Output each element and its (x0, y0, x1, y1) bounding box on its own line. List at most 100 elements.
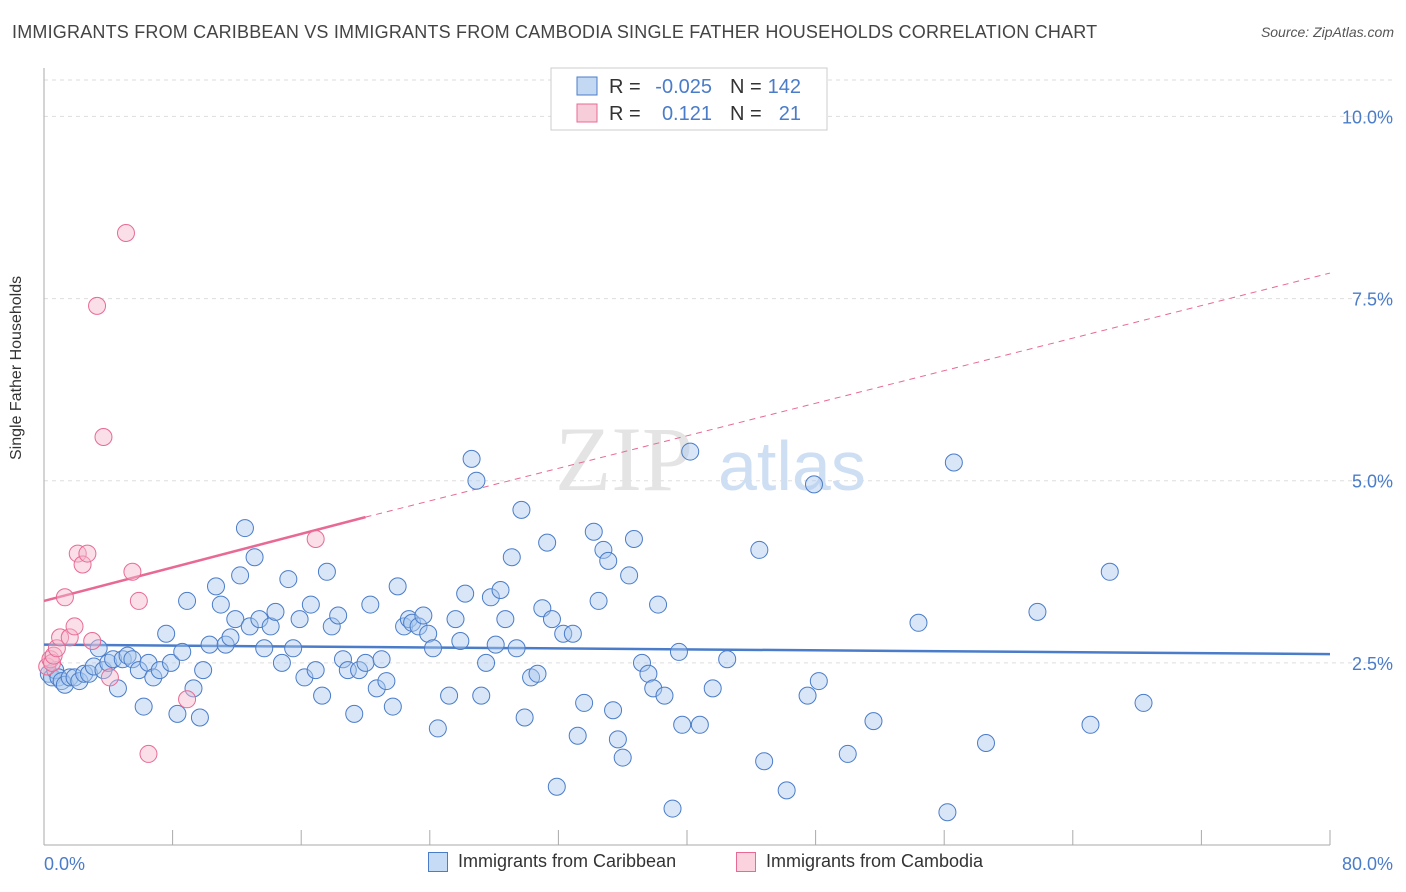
data-point-caribbean (477, 653, 496, 672)
data-point-cambodia (116, 224, 135, 242)
data-point-cambodia (51, 628, 70, 647)
data-point-caribbean (184, 679, 203, 698)
data-point-caribbean (515, 708, 534, 727)
data-point-caribbean (333, 650, 352, 669)
data-point-caribbean (481, 588, 500, 607)
data-point-caribbean (428, 719, 447, 738)
data-point-caribbean (383, 697, 402, 716)
legend-label-caribbean: Immigrants from Caribbean (458, 851, 677, 871)
legend-item-caribbean[interactable]: Immigrants from Caribbean (428, 851, 676, 872)
legend-r-value: 0.121 (662, 103, 712, 125)
data-point-caribbean (399, 610, 418, 629)
data-point-caribbean (1028, 602, 1047, 621)
data-point-caribbean (681, 442, 700, 461)
legend-n-label: N = (730, 103, 762, 125)
data-point-caribbean (409, 617, 428, 636)
trend-line-cambodia-extension (365, 272, 1331, 518)
data-point-caribbean (624, 530, 643, 548)
data-point-caribbean (211, 595, 230, 614)
data-point-caribbean (329, 606, 348, 625)
data-point-caribbean (207, 577, 226, 596)
data-point-caribbean (451, 632, 470, 650)
legend-item-cambodia[interactable]: Immigrants from Cambodia (736, 851, 983, 872)
data-point-caribbean (118, 646, 137, 665)
data-point-caribbean (306, 661, 325, 680)
data-point-caribbean (419, 624, 438, 643)
data-point-caribbean (317, 562, 336, 581)
data-point-caribbean (60, 668, 79, 687)
data-point-caribbean (424, 639, 443, 658)
data-point-caribbean (554, 624, 573, 643)
data-point-caribbean (134, 697, 153, 716)
data-point-caribbean (295, 668, 314, 687)
y-tick-labels: 2.5% 5.0% 7.5% 10.0% (1342, 107, 1393, 673)
data-point-caribbean (129, 661, 148, 680)
data-point-caribbean (388, 577, 407, 596)
data-point-caribbean (909, 613, 928, 632)
data-point-cambodia (47, 639, 66, 658)
data-point-caribbean (512, 500, 531, 519)
data-point-caribbean (604, 701, 623, 720)
legend-swatch-caribbean (428, 851, 448, 872)
caribbean-points (39, 442, 1153, 822)
data-point-caribbean (563, 624, 582, 643)
x-tick-label-min: 0.0% (44, 854, 85, 874)
data-point-caribbean (168, 704, 187, 723)
data-point-caribbean (194, 661, 213, 680)
data-point-caribbean (632, 653, 651, 672)
data-point-caribbean (502, 548, 521, 567)
legend-swatch-caribbean (576, 76, 598, 96)
data-point-caribbean (279, 570, 298, 589)
series-legend: Immigrants from Caribbean Immigrants fro… (0, 851, 1406, 879)
data-point-cambodia (94, 428, 113, 446)
data-point-caribbean (599, 551, 618, 570)
data-point-caribbean (575, 693, 594, 712)
data-point-caribbean (240, 617, 259, 636)
data-point-cambodia (178, 690, 197, 709)
data-point-cambodia (306, 530, 325, 548)
data-point-cambodia (60, 628, 79, 647)
data-point-cambodia (65, 617, 84, 636)
data-point-caribbean (322, 617, 341, 636)
y-tick-label: 5.0% (1352, 472, 1393, 492)
data-point-caribbean (491, 581, 510, 599)
data-point-caribbean (150, 661, 169, 680)
data-point-caribbean (173, 642, 192, 661)
data-point-caribbean (113, 650, 132, 669)
data-point-caribbean (284, 639, 303, 658)
data-point-caribbean (496, 610, 515, 629)
data-point-caribbean (414, 606, 433, 625)
data-point-caribbean (594, 540, 613, 559)
x-tick-label-max: 80.0% (1342, 854, 1393, 874)
data-point-caribbean (467, 471, 486, 490)
data-point-caribbean (456, 584, 475, 603)
watermark-zip: ZIP (555, 408, 693, 510)
data-point-caribbean (446, 610, 465, 629)
data-point-caribbean (250, 610, 269, 629)
data-point-caribbean (938, 803, 957, 822)
data-point-caribbean (750, 540, 769, 559)
data-point-caribbean (755, 752, 774, 771)
data-point-caribbean (976, 734, 995, 752)
data-point-cambodia (68, 544, 87, 563)
data-point-caribbean (838, 744, 857, 763)
data-point-caribbean (361, 595, 380, 614)
data-point-caribbean (139, 653, 158, 672)
data-point-cambodia (43, 653, 62, 672)
data-point-caribbean (231, 566, 250, 585)
data-point-cambodia (123, 562, 142, 581)
data-point-caribbean (367, 679, 386, 698)
data-point-caribbean (190, 708, 209, 727)
data-point-caribbean (589, 591, 608, 610)
chart-title: IMMIGRANTS FROM CARIBBEAN VS IMMIGRANTS … (12, 22, 1098, 42)
data-point-caribbean (462, 449, 481, 468)
cambodia-points (38, 224, 325, 763)
data-point-caribbean (161, 653, 180, 672)
data-point-caribbean (777, 781, 796, 800)
data-point-caribbean (864, 712, 883, 731)
data-point-caribbean (350, 661, 369, 680)
data-point-caribbean (356, 653, 375, 672)
data-point-caribbean (266, 602, 285, 621)
data-point-caribbean (84, 657, 103, 676)
data-point-cambodia (83, 632, 102, 650)
